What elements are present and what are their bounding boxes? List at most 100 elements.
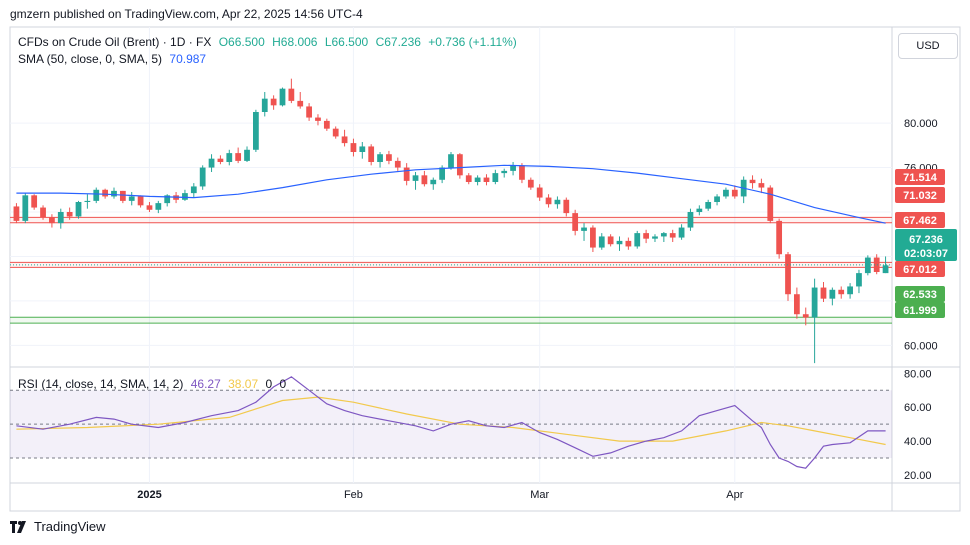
- level-tag-label: 71.514: [903, 172, 938, 184]
- candle-body: [40, 207, 46, 218]
- candle-body: [306, 106, 312, 118]
- candle-body: [705, 202, 712, 209]
- candle-body: [13, 206, 20, 221]
- level-tag-label: 67.462: [903, 215, 937, 227]
- tradingview-logo-icon: [10, 520, 26, 533]
- candle-body: [545, 197, 552, 205]
- candle-body: [332, 128, 339, 137]
- rsi-extra-2: 0: [279, 377, 287, 391]
- candle-body: [235, 153, 242, 161]
- candle-body: [22, 195, 29, 221]
- candle-body: [57, 212, 64, 224]
- time-tick-label: Apr: [726, 489, 743, 501]
- candle-body: [873, 257, 880, 272]
- rsi-ma-value: 38.07: [228, 377, 259, 391]
- candle-body: [226, 153, 233, 162]
- candle-body: [386, 154, 392, 161]
- candle-body: [590, 227, 596, 248]
- candle-body: [66, 212, 73, 217]
- level-tag-label: 61.999: [903, 305, 937, 317]
- currency-button[interactable]: USD: [898, 33, 958, 59]
- rsi-ma-polyline: [16, 396, 886, 446]
- rsi-tick-label: 20.00: [904, 470, 932, 482]
- sma-legend[interactable]: SMA (50, close, 0, SMA, 5) 70.987: [18, 52, 206, 66]
- candle-body: [625, 240, 632, 247]
- level-tag: [895, 261, 945, 277]
- candle-body: [128, 196, 135, 201]
- candle-body: [501, 170, 508, 174]
- rsi-tick-label: 60.00: [904, 402, 932, 414]
- candle-body: [31, 195, 38, 208]
- candle-body: [155, 203, 162, 210]
- candle-body: [643, 233, 649, 239]
- candle-body: [510, 165, 516, 171]
- candle-body: [421, 175, 428, 185]
- footer-brand[interactable]: TradingView: [10, 519, 106, 534]
- candle-body: [102, 189, 109, 197]
- candle-body: [864, 257, 871, 274]
- candle-body: [111, 190, 117, 197]
- price-tick-label: 60.000: [904, 340, 938, 352]
- footer-brand-name: TradingView: [34, 519, 106, 534]
- candle-body: [678, 227, 685, 238]
- candle-body: [847, 286, 853, 295]
- candle-body: [253, 112, 259, 150]
- candle-body: [84, 200, 91, 202]
- candle-body: [456, 154, 463, 176]
- candle-body: [261, 98, 268, 112]
- candle-body: [687, 212, 694, 228]
- candle-body: [146, 205, 153, 210]
- time-tick-label: Mar: [530, 489, 549, 501]
- sma-label: SMA (50, close, 0, SMA, 5): [18, 52, 163, 66]
- candle-body: [696, 208, 703, 212]
- rsi-pane: [10, 376, 892, 469]
- level-tag-label: 62.533: [903, 289, 937, 301]
- sma-line: [16, 164, 886, 224]
- candle-body: [190, 186, 197, 194]
- candle-body: [882, 265, 889, 274]
- ohlc-high: H68.006: [272, 35, 318, 49]
- instrument-legend[interactable]: CFDs on Crude Oil (Brent) · 1D · FX O66.…: [18, 35, 517, 49]
- grid-lines: [10, 27, 892, 483]
- candle-body: [811, 287, 818, 318]
- candle-body: [288, 88, 295, 101]
- candle-body: [315, 117, 321, 121]
- current-price-label: 67.236: [909, 234, 943, 246]
- candle-body: [350, 143, 357, 152]
- candle-body: [199, 167, 206, 187]
- current-price-tag: [895, 229, 957, 261]
- sma-value: 70.987: [169, 52, 207, 66]
- candle-body: [182, 193, 188, 200]
- candle-body: [270, 98, 277, 106]
- candle-body: [607, 236, 614, 245]
- candle-body: [492, 173, 499, 182]
- rsi-polyline: [16, 376, 886, 469]
- candle-body: [758, 183, 765, 188]
- candle-body: [244, 149, 250, 161]
- ohlc-open: O66.500: [218, 35, 265, 49]
- candle-body: [856, 273, 862, 287]
- candle-body: [377, 154, 383, 162]
- time-tick-label: 2025: [137, 489, 161, 501]
- candle-body: [838, 289, 845, 295]
- level-tag: [895, 212, 945, 228]
- rsi-legend[interactable]: RSI (14, close, 14, SMA, 14, 2) 46.27 38…: [18, 377, 286, 391]
- candle-body: [208, 158, 215, 168]
- candle-body: [616, 240, 623, 245]
- candle-body: [581, 227, 587, 231]
- candle-body: [439, 167, 446, 180]
- time-tick-label: Feb: [344, 489, 363, 501]
- instrument-name: CFDs on Crude Oil (Brent) · 1D · FX: [18, 35, 212, 49]
- candle-body: [49, 217, 55, 224]
- level-tag: [895, 302, 945, 318]
- sma-polyline: [16, 164, 886, 224]
- rsi-tick-label: 40.00: [904, 436, 932, 448]
- candle-body: [368, 146, 375, 162]
- candle-body: [829, 289, 836, 299]
- publisher-line: gmzern published on TradingView.com, Apr…: [10, 7, 363, 21]
- candle-body: [448, 154, 454, 168]
- countdown-label: 02:03:07: [904, 248, 948, 260]
- candle-body: [474, 177, 481, 182]
- candle-body: [536, 187, 543, 198]
